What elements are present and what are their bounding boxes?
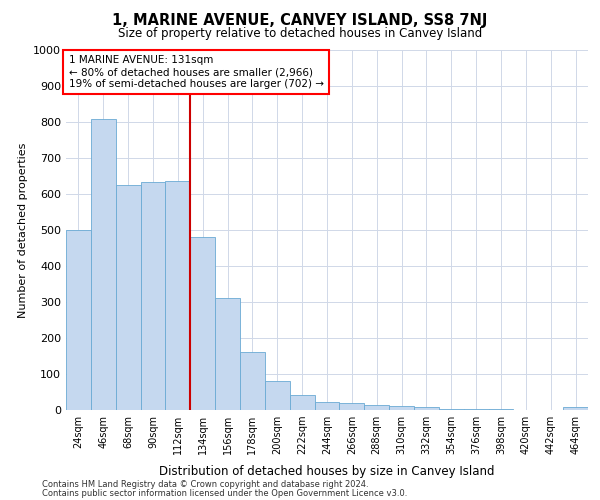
Bar: [563, 407, 588, 410]
Bar: [116, 185, 140, 410]
Bar: [140, 182, 166, 410]
Bar: [439, 408, 464, 410]
Bar: [215, 298, 240, 410]
X-axis label: Distribution of detached houses by size in Canvey Island: Distribution of detached houses by size …: [159, 466, 495, 478]
Bar: [340, 403, 364, 410]
Bar: [166, 182, 190, 410]
Text: Contains HM Land Registry data © Crown copyright and database right 2024.: Contains HM Land Registry data © Crown c…: [42, 480, 368, 489]
Bar: [364, 404, 389, 410]
Bar: [389, 406, 414, 410]
Bar: [314, 402, 340, 410]
Bar: [290, 394, 314, 410]
Bar: [414, 407, 439, 410]
Text: 1, MARINE AVENUE, CANVEY ISLAND, SS8 7NJ: 1, MARINE AVENUE, CANVEY ISLAND, SS8 7NJ: [112, 12, 488, 28]
Bar: [91, 119, 116, 410]
Text: Size of property relative to detached houses in Canvey Island: Size of property relative to detached ho…: [118, 28, 482, 40]
Bar: [265, 381, 290, 410]
Y-axis label: Number of detached properties: Number of detached properties: [17, 142, 28, 318]
Bar: [190, 237, 215, 410]
Text: Contains public sector information licensed under the Open Government Licence v3: Contains public sector information licen…: [42, 488, 407, 498]
Text: 1 MARINE AVENUE: 131sqm
← 80% of detached houses are smaller (2,966)
19% of semi: 1 MARINE AVENUE: 131sqm ← 80% of detache…: [68, 56, 323, 88]
Bar: [66, 230, 91, 410]
Bar: [240, 352, 265, 410]
